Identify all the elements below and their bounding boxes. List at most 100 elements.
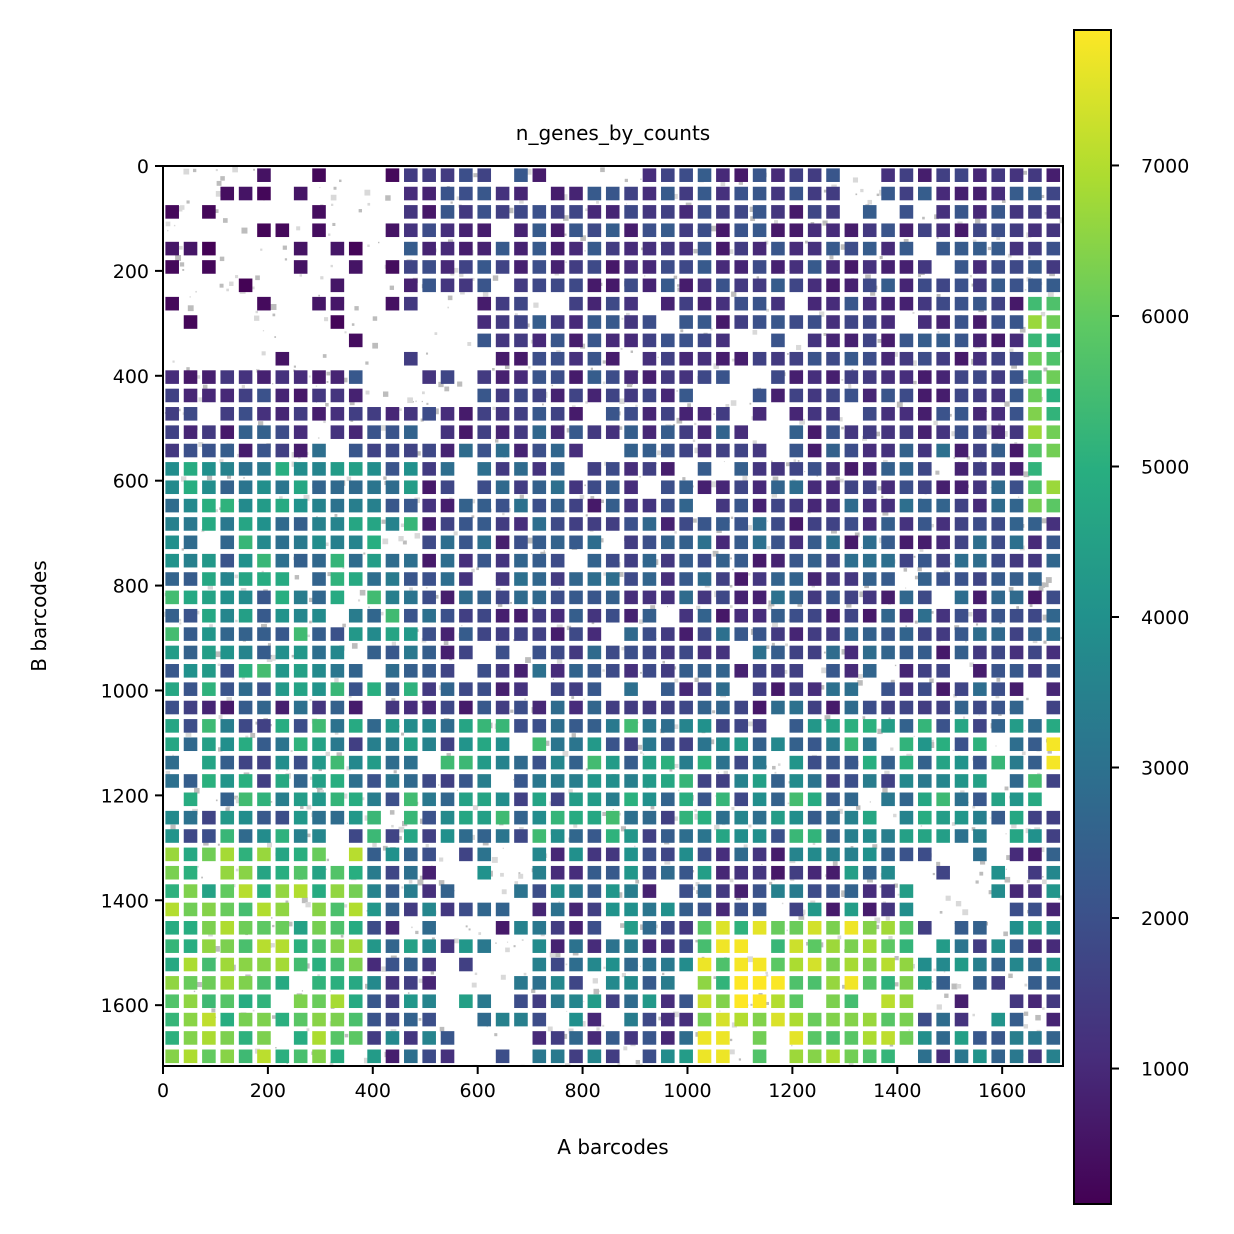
bin-cell — [734, 351, 749, 366]
tissue-speck — [316, 516, 318, 518]
bin-cell — [881, 590, 895, 605]
tissue-speck — [254, 315, 260, 321]
tissue-speck — [583, 1001, 585, 1003]
tissue-speck — [840, 244, 847, 250]
bin-cell — [936, 810, 950, 825]
bin-cell — [661, 168, 675, 182]
bin-cell — [881, 976, 895, 990]
bin-cell — [550, 829, 565, 843]
bin-cell — [679, 664, 693, 678]
bin-cell — [275, 627, 290, 641]
bin-cell — [697, 260, 712, 274]
bin-cell — [422, 682, 436, 696]
bin-cell — [716, 884, 730, 898]
bin-cell — [605, 517, 620, 531]
bin-cell — [826, 278, 840, 293]
bin-cell — [862, 829, 877, 843]
bin-cell — [661, 645, 675, 660]
tissue-speck — [243, 477, 245, 479]
bin-cell — [1046, 921, 1061, 935]
bin-cell — [165, 608, 179, 623]
tissue-speck — [269, 654, 276, 661]
bin-cell — [918, 1012, 932, 1027]
bin-cell — [587, 664, 602, 678]
bin-cell — [238, 810, 253, 825]
bin-cell — [275, 462, 290, 476]
bin-cell — [1009, 645, 1024, 660]
bin-cell — [734, 774, 749, 788]
bin-cell — [293, 700, 308, 715]
bin-cell — [422, 957, 436, 972]
bin-cell — [220, 664, 235, 678]
bin-cell — [605, 590, 620, 605]
bin-cell — [973, 168, 987, 182]
bin-cell — [514, 608, 528, 623]
bin-cell — [1009, 847, 1024, 862]
bin-cell — [569, 315, 583, 329]
tissue-speck — [525, 657, 531, 663]
bin-cell — [404, 1031, 418, 1045]
bin-cell — [348, 517, 363, 531]
bin-cell — [991, 205, 1006, 219]
tissue-speck — [351, 643, 358, 649]
bin-cell — [404, 480, 418, 495]
tissue-speck — [1047, 292, 1054, 298]
bin-cell — [771, 572, 785, 586]
bin-cell — [881, 682, 895, 696]
tissue-speck — [434, 332, 438, 335]
bin-cell — [899, 1012, 914, 1027]
bin-cell — [661, 902, 675, 917]
bin-cell — [569, 608, 583, 623]
bin-cell — [752, 278, 767, 293]
tissue-speck — [564, 233, 567, 236]
chart-title: n_genes_by_counts — [516, 121, 710, 145]
bin-cell — [881, 370, 895, 384]
bin-cell — [973, 608, 987, 623]
tissue-speck — [620, 826, 627, 832]
bin-cell — [275, 535, 290, 550]
tissue-speck — [215, 190, 222, 197]
tissue-speck — [664, 858, 671, 865]
bin-cell — [716, 976, 730, 990]
bin-cell — [477, 480, 492, 495]
bin-cell — [1009, 315, 1024, 329]
bin-cell — [661, 480, 675, 495]
tissue-speck — [933, 968, 936, 972]
bin-cell — [862, 333, 877, 348]
bin-cell — [826, 939, 840, 953]
tissue-speck — [767, 546, 771, 550]
bin-cell — [661, 994, 675, 1009]
tissue-speck — [426, 402, 429, 405]
bin-cell — [165, 810, 179, 825]
tissue-speck — [215, 957, 217, 959]
bin-cell — [826, 535, 840, 550]
bin-cell — [183, 315, 198, 329]
bin-cell — [844, 553, 859, 568]
bin-cell — [862, 939, 877, 953]
tissue-speck — [1005, 833, 1007, 835]
bin-cell — [862, 627, 877, 641]
bin-cell — [789, 168, 804, 182]
bin-cell — [973, 260, 987, 274]
bin-cell — [587, 737, 602, 752]
bin-cell — [477, 939, 492, 953]
bin-cell — [220, 462, 235, 476]
bin-cell — [789, 902, 804, 917]
bin-cell — [734, 553, 749, 568]
bin-cell — [495, 719, 510, 733]
bin-cell — [275, 517, 290, 531]
bin-cell — [459, 407, 473, 421]
tissue-speck — [325, 868, 328, 871]
bin-cell — [826, 682, 840, 696]
bin-cell — [385, 627, 400, 641]
tissue-speck — [1024, 729, 1026, 732]
bin-cell — [661, 829, 675, 843]
bin-cell — [991, 480, 1006, 495]
bin-cell — [220, 829, 235, 843]
bin-cell — [202, 572, 216, 586]
tissue-speck — [382, 391, 389, 397]
tissue-speck — [842, 984, 846, 989]
tissue-speck — [178, 408, 181, 412]
bin-cell — [936, 755, 950, 770]
bin-cell — [477, 994, 492, 1009]
